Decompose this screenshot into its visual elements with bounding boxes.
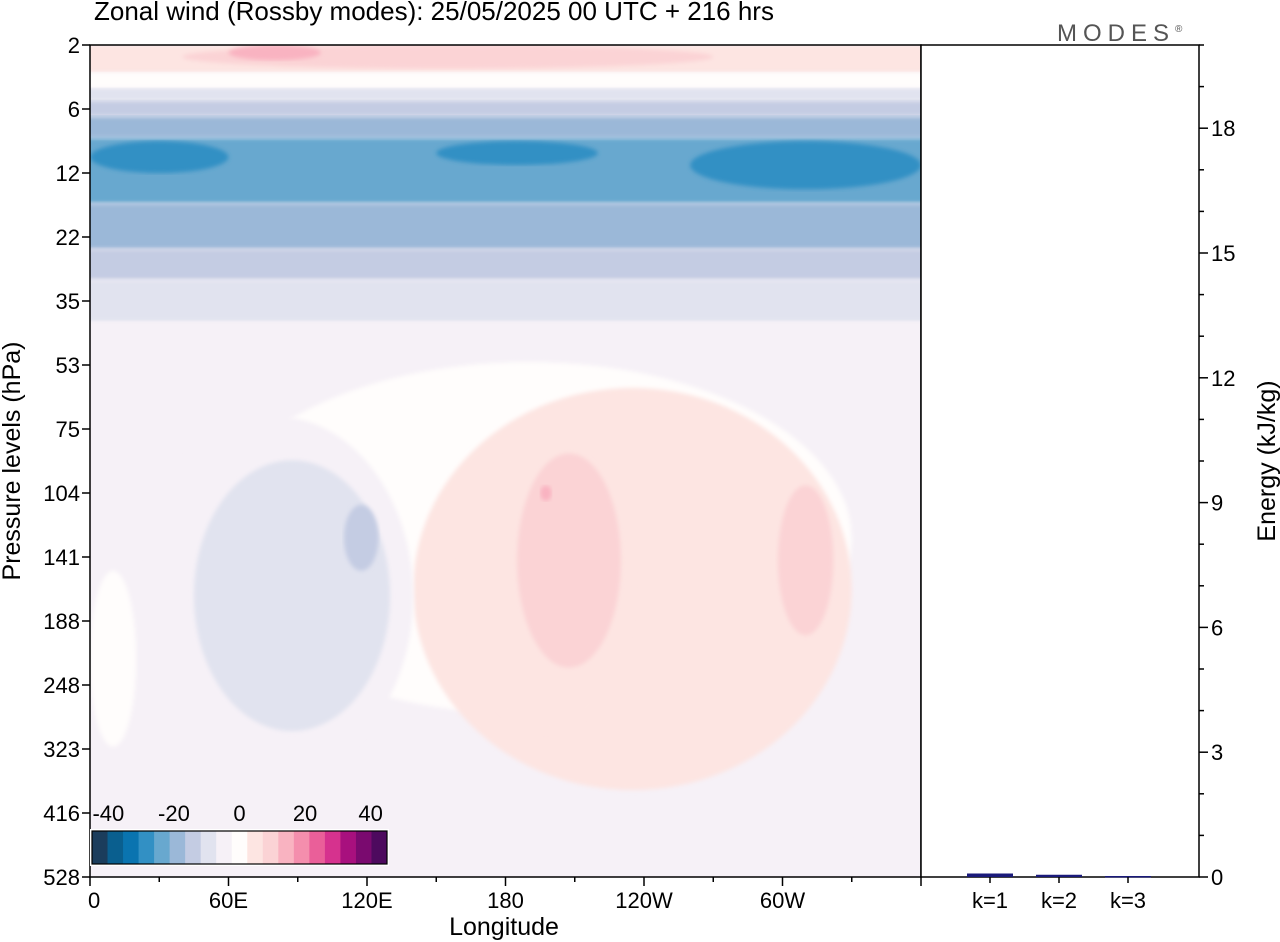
colorbar-swatch — [92, 831, 109, 864]
bottom-right-negative — [851, 834, 898, 877]
y-tick-label: 416 — [43, 801, 80, 826]
colorbar: -40 -20 0 20 40 — [90, 801, 389, 866]
chart-title: Zonal wind (Rossby modes): 25/05/2025 00… — [94, 0, 774, 26]
energy-panel-frame — [920, 44, 1200, 878]
energy-bar — [967, 873, 1013, 877]
energy-bar — [1105, 876, 1151, 878]
colorbar-swatch — [355, 831, 372, 864]
energy-axis: 0 3 6 9 12 15 18 — [1199, 44, 1235, 890]
colorbar-label: 20 — [293, 801, 317, 826]
jet-core-mid — [436, 141, 598, 165]
x-tick-label: 0 — [88, 888, 100, 913]
jet-core-east — [690, 141, 921, 190]
energy-bar — [1036, 874, 1082, 877]
colorbar-swatch — [138, 831, 155, 864]
band-neg-7 — [90, 88, 921, 101]
colorbar-swatch — [247, 831, 264, 864]
x-tick-label: 120E — [341, 888, 392, 913]
colorbar-swatch — [200, 831, 217, 864]
colorbar-swatch — [371, 831, 388, 864]
x-tick-label: 60W — [760, 888, 805, 913]
colorbar-swatch — [324, 831, 341, 864]
energy-tick-label: 6 — [1211, 615, 1223, 640]
x-tick-label: 120W — [615, 888, 673, 913]
positive-core-60w — [777, 485, 834, 636]
x-tick-label: 60E — [209, 888, 248, 913]
colorbar-label: -40 — [92, 801, 124, 826]
colorbar-swatch — [169, 831, 186, 864]
energy-tick-label: 9 — [1211, 491, 1223, 516]
y-tick-label: 528 — [43, 865, 80, 890]
negative-core-120e — [343, 504, 379, 571]
band-neg-3 — [90, 321, 921, 344]
energy-categories: k=1 k=2 k=3 — [972, 877, 1146, 913]
y-axis-title: Pressure levels (hPa) — [0, 342, 26, 581]
band-neg-7b — [90, 279, 921, 322]
band-neg-12 — [90, 100, 921, 117]
colorbar-swatch — [309, 831, 326, 864]
y-tick-label: 188 — [43, 609, 80, 634]
colorbar-swatch — [123, 831, 140, 864]
y-tick-label: 22 — [56, 225, 80, 250]
y-tick-label: 248 — [43, 673, 80, 698]
registered-mark: ® — [1175, 24, 1183, 35]
colorbar-swatch — [262, 831, 279, 864]
x-tick-label: 180 — [487, 888, 524, 913]
zonal-wind-heatmap — [90, 45, 921, 877]
energy-cat-label: k=3 — [1110, 888, 1146, 913]
band-neg-17b — [90, 203, 921, 249]
y-tick-label: 75 — [56, 417, 80, 442]
energy-panel: 0 3 6 9 12 15 18 k=1 k=2 k=3 Energy (kJ/kg) — [920, 44, 1280, 913]
colorbar-swatch — [231, 831, 248, 864]
y-tick-label: 2 — [68, 33, 80, 58]
y-tick-label: 141 — [43, 545, 80, 570]
energy-tick-label: 3 — [1211, 740, 1223, 765]
energy-tick-label: 12 — [1211, 366, 1235, 391]
jet-core-west — [90, 141, 229, 174]
colorbar-frame — [91, 830, 388, 865]
energy-tick-label: 0 — [1211, 865, 1223, 890]
colorbar-label: 40 — [358, 801, 382, 826]
energy-axis-title: Energy (kJ/kg) — [1253, 380, 1280, 541]
contour-fields — [90, 45, 921, 877]
colorbar-swatch — [293, 831, 310, 864]
longitude-axis: 0 60E 120E 180 120W 60W — [88, 877, 922, 913]
x-axis-title: Longitude — [449, 913, 559, 941]
colorbar-swatch — [278, 831, 295, 864]
energy-tick-label: 18 — [1211, 116, 1235, 141]
positive-max-180 — [540, 485, 552, 501]
colorbar-swatch — [340, 831, 357, 864]
colorbar-label: -20 — [158, 801, 190, 826]
energy-cat-label: k=1 — [972, 888, 1008, 913]
upper-weak-band — [90, 72, 921, 89]
positive-core-180 — [517, 453, 621, 668]
y-tick-label: 12 — [56, 161, 80, 186]
y-tick-label: 6 — [68, 97, 80, 122]
y-tick-label: 53 — [56, 353, 80, 378]
logo-text: MODES — [1057, 20, 1176, 47]
colorbar-label: 0 — [233, 801, 245, 826]
energy-bars — [967, 873, 1151, 878]
modes-logo: MODES® — [1057, 20, 1182, 48]
negative-lobe-inner — [193, 460, 391, 732]
energy-cat-label: k=2 — [1041, 888, 1077, 913]
colorbar-swatch — [185, 831, 202, 864]
upper-positive-max — [228, 45, 321, 61]
y-tick-label: 35 — [56, 289, 80, 314]
y-tick-label: 323 — [43, 737, 80, 762]
colorbar-swatch — [107, 831, 124, 864]
colorbar-swatch — [154, 831, 171, 864]
colorbar-swatch — [216, 831, 233, 864]
west-edge-positive — [90, 570, 137, 747]
pressure-axis: 2 6 12 22 35 53 75 104 141 188 248 323 416 528 — [43, 33, 90, 890]
band-neg-17 — [90, 116, 921, 138]
energy-tick-label: 15 — [1211, 241, 1235, 266]
y-tick-label: 104 — [43, 481, 80, 506]
band-neg-12b — [90, 248, 921, 280]
